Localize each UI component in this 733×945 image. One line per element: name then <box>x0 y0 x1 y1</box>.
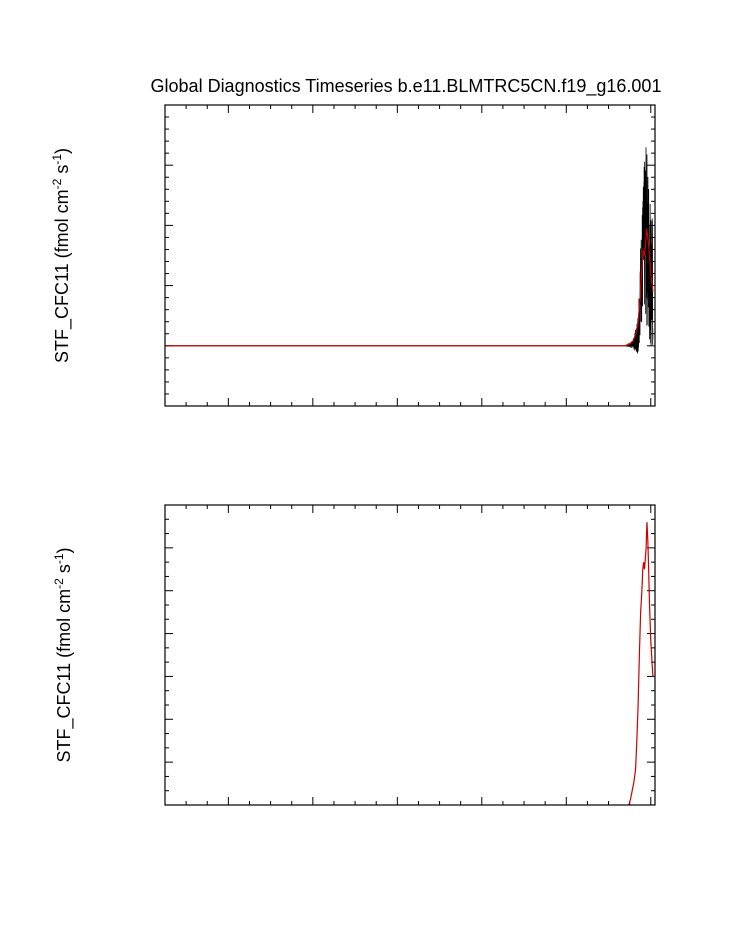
bottom-panel: STF_CFC11 (fmol cm-2 s-1) <box>52 504 656 806</box>
y-axis-label-part: s <box>52 165 72 179</box>
y-axis-label-part: -1 <box>52 553 66 564</box>
plot-area <box>165 147 654 354</box>
y-axis-label: STF_CFC11 (fmol cm-2 s-1) <box>52 547 75 762</box>
y-axis-label-part: -2 <box>50 178 64 189</box>
top-panel: STF_CFC11 (fmol cm-2 s-1) <box>50 104 656 407</box>
plot-area <box>628 522 654 805</box>
plot-frame <box>164 504 656 806</box>
plot-frame <box>164 104 656 407</box>
figure-title: Global Diagnostics Timeseries b.e11.BLMT… <box>151 76 662 97</box>
y-axis-label-part: s <box>54 564 74 578</box>
red-series-line <box>628 522 654 805</box>
red-series-line <box>165 228 654 347</box>
y-axis-label-part: STF_CFC11 (fmol cm <box>54 589 75 763</box>
y-axis-label-part: ) <box>52 148 72 154</box>
y-axis-label-part: STF_CFC11 (fmol cm <box>52 189 73 363</box>
y-axis-label: STF_CFC11 (fmol cm-2 s-1) <box>50 148 73 363</box>
y-axis-label-part: -2 <box>52 578 66 589</box>
y-axis-label-part: ) <box>54 547 74 553</box>
y-axis-label-part: -1 <box>50 154 64 165</box>
